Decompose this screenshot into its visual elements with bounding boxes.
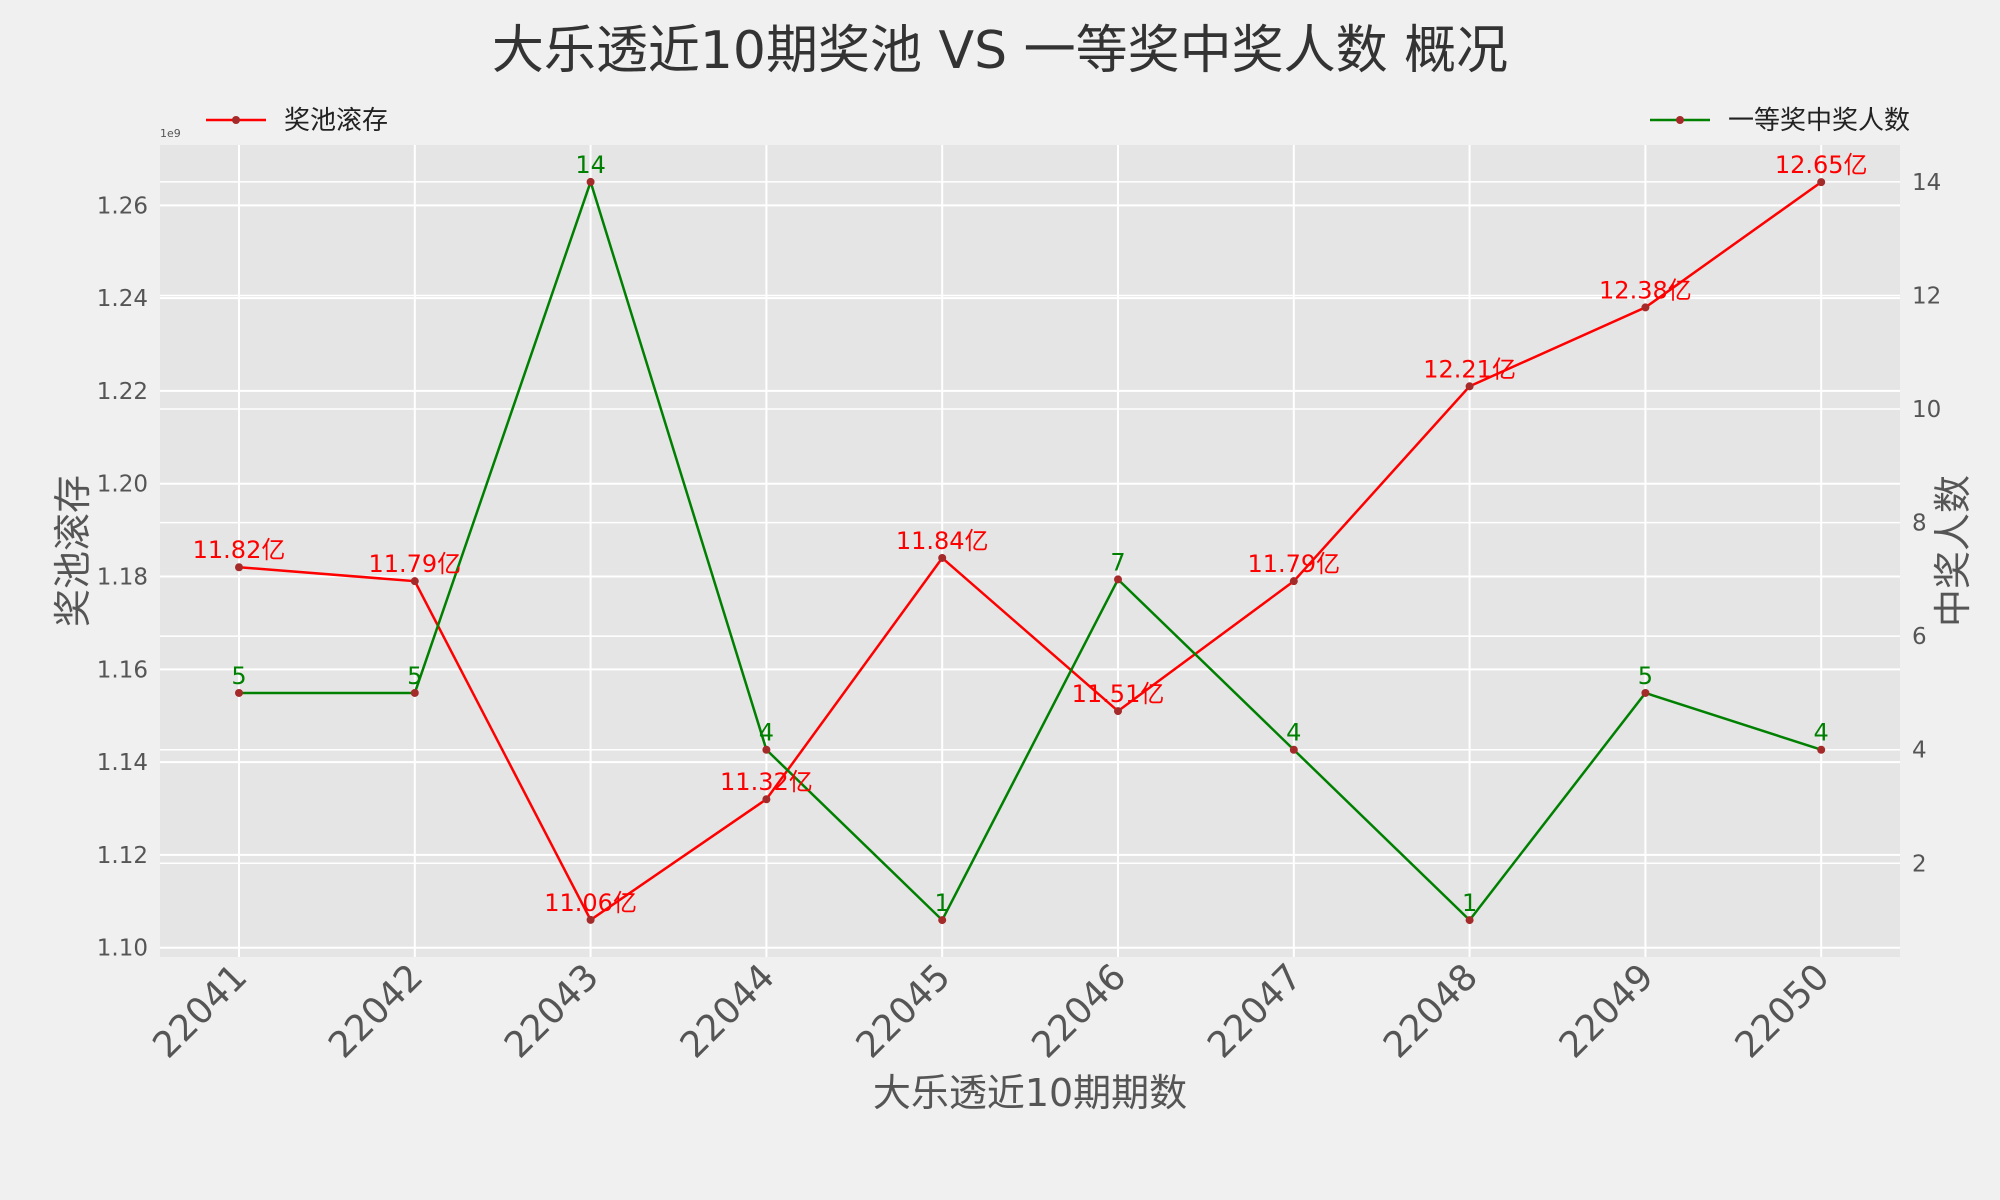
winners-point [586, 177, 595, 186]
left-y-tick-label: 1.18 [97, 565, 148, 591]
pool-point [762, 795, 771, 804]
pool-point [1114, 707, 1122, 716]
pool-data-label: 11.79亿 [1247, 550, 1340, 578]
winners-data-label: 14 [575, 151, 606, 179]
x-tick-label: 22045 [849, 956, 959, 1066]
pool-data-label: 11.79亿 [368, 550, 461, 578]
pool-point [1289, 577, 1298, 586]
series-data-labels: 11.82亿 11.79亿 11.06亿 11.32亿 11.84亿 11.51亿 11.7… [193, 151, 1868, 917]
winners-data-label: 4 [1814, 719, 1829, 747]
winners-point [1114, 575, 1122, 584]
pool-data-label: 11.84亿 [896, 527, 989, 555]
winners-point [938, 916, 947, 925]
left-y-axis-ticks: 1.10 1.12 1.14 1.16 1.18 1.20 1.22 1.24 1.26 [97, 193, 148, 961]
pool-data-label: 11.51亿 [1072, 680, 1165, 708]
legend-winners: 一等奖中奖人数 [1650, 106, 1910, 136]
winners-data-label: 5 [231, 662, 246, 690]
x-tick-label: 22042 [321, 956, 431, 1066]
x-tick-label: 22044 [673, 956, 783, 1066]
pool-data-label: 11.32亿 [720, 768, 813, 796]
left-y-tick-label: 1.22 [97, 379, 148, 405]
winners-point [762, 745, 771, 754]
left-y-tick-label: 1.14 [97, 750, 148, 776]
winners-point [235, 688, 243, 697]
winners-data-label: 5 [1638, 662, 1653, 690]
left-y-tick-label: 1.20 [97, 472, 148, 498]
left-y-tick-label: 1.24 [97, 286, 148, 312]
pool-point [235, 563, 243, 572]
x-axis-title: 大乐透近10期期数 [873, 1071, 1187, 1115]
right-axis-title: 中奖人数 [1931, 475, 1975, 627]
right-y-tick-label: 4 [1912, 738, 1927, 764]
legend-winners-label: 一等奖中奖人数 [1728, 106, 1910, 136]
winners-data-label: 1 [1462, 889, 1477, 917]
right-y-tick-label: 12 [1912, 283, 1941, 309]
right-y-tick-label: 2 [1912, 851, 1927, 877]
winners-point [1465, 916, 1474, 925]
pool-point [1817, 178, 1826, 187]
chart-title: 大乐透近10期奖池 VS 一等奖中奖人数 概况 [492, 21, 1508, 81]
right-y-tick-label: 6 [1912, 624, 1927, 650]
winners-point [1289, 745, 1298, 754]
series-points [235, 177, 1826, 925]
x-axis-ticks: 22041 22042 22043 22044 22045 22046 22047 22048… [145, 956, 1837, 1066]
pool-point [1465, 382, 1474, 391]
pool-point [1641, 303, 1650, 312]
plot-area [160, 145, 1900, 957]
winners-data-label: 7 [1110, 548, 1125, 576]
left-axis-title: 奖池滚存 [51, 475, 95, 627]
pool-series-line [238, 181, 1822, 922]
x-tick-label: 22041 [145, 956, 255, 1066]
right-y-axis-ticks: 2 4 6 8 10 12 14 [1912, 170, 1941, 877]
winners-data-label: 1 [935, 889, 950, 917]
legend-winners-marker [1676, 116, 1684, 124]
left-y-tick-label: 1.10 [97, 936, 148, 962]
pool-data-label: 12.65亿 [1775, 151, 1868, 179]
winners-data-label: 4 [759, 719, 774, 747]
x-tick-label: 22050 [1728, 956, 1838, 1066]
left-y-tick-label: 1.26 [97, 193, 148, 219]
x-tick-label: 22049 [1552, 956, 1662, 1066]
x-tick-label: 22047 [1200, 956, 1310, 1066]
left-y-tick-label: 1.16 [97, 657, 148, 683]
winners-point [410, 688, 419, 697]
pool-point [938, 553, 947, 562]
left-y-tick-label: 1.12 [97, 843, 148, 869]
legend-pool-label: 奖池滚存 [284, 106, 388, 136]
right-y-tick-label: 10 [1912, 397, 1941, 423]
pool-point [586, 915, 595, 924]
pool-data-label: 12.38亿 [1599, 276, 1692, 304]
winners-series-line [239, 177, 1822, 923]
pool-data-label: 11.06亿 [544, 889, 637, 917]
right-y-tick-label: 14 [1912, 170, 1941, 196]
winners-data-label: 4 [1286, 719, 1301, 747]
legend-pool-marker [232, 116, 240, 124]
right-y-tick-label: 8 [1912, 511, 1927, 537]
x-tick-label: 22048 [1376, 956, 1486, 1066]
x-tick-label: 22043 [497, 956, 607, 1066]
winners-point [1817, 745, 1826, 754]
pool-data-label: 11.82亿 [193, 536, 286, 564]
left-axis-offset-label: 1e9 [160, 127, 181, 140]
pool-point [410, 577, 419, 586]
series-lines [238, 177, 1822, 923]
pool-data-label: 12.21亿 [1423, 355, 1516, 383]
winners-data-label: 5 [407, 662, 422, 690]
x-tick-label: 22046 [1024, 956, 1134, 1066]
winners-point [1641, 688, 1650, 697]
legend-pool: 奖池滚存 [206, 106, 388, 136]
